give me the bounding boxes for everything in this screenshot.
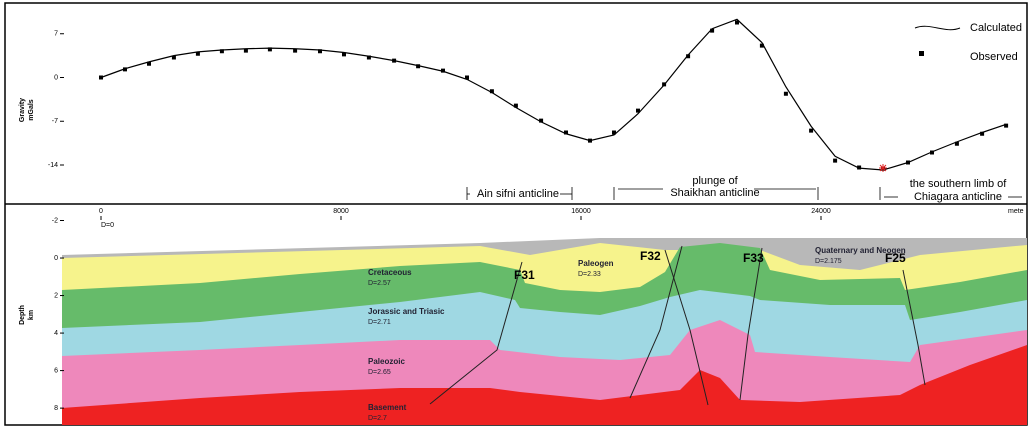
y-tick-label: 0 <box>54 255 58 262</box>
y-axis-label: mGals <box>28 99 35 121</box>
y-tick-label: -2 <box>52 217 58 224</box>
fault-label: F32 <box>640 249 661 263</box>
observed-point <box>906 160 910 165</box>
layer-name: Paleozoic <box>368 357 405 366</box>
observed-point <box>342 52 346 57</box>
observed-point <box>243 48 248 53</box>
y-tick-label: 6 <box>54 367 58 374</box>
y-axis-label: Depth <box>19 305 26 325</box>
layer-density: D=2.57 <box>368 280 391 287</box>
observed-point <box>171 55 176 60</box>
annotation: plunge of <box>692 175 738 187</box>
x-tick-label: 16000 <box>571 208 591 215</box>
observed-point <box>662 82 667 87</box>
observed-point <box>612 130 616 135</box>
observed-point <box>564 130 568 135</box>
layer-density: D=2.175 <box>815 258 842 265</box>
layer-basement <box>62 345 1027 425</box>
x-tick-label: 24000 <box>811 208 831 215</box>
selected-point-star <box>879 164 887 172</box>
y-tick-label: -7 <box>52 118 58 125</box>
observed-point <box>954 141 959 146</box>
layer-density: D=2.7 <box>368 415 387 422</box>
observed-point <box>318 49 322 54</box>
fault-label: F31 <box>514 268 535 282</box>
x-tick-label: 8000 <box>333 208 349 215</box>
cross-section <box>62 238 1027 425</box>
observed-point <box>686 54 691 59</box>
observed-point <box>1004 123 1009 128</box>
legend-marker <box>919 51 924 56</box>
observed-point <box>123 67 127 72</box>
legend-label: Calculated <box>970 22 1022 34</box>
y-axis-label: km <box>28 310 35 320</box>
observed-point <box>833 158 838 163</box>
y-tick-label: 4 <box>54 330 58 337</box>
annotation: Chiagara anticline <box>914 191 1002 203</box>
y-tick-label: -14 <box>48 162 58 169</box>
observed-point <box>539 118 544 123</box>
fault-label: F25 <box>885 251 906 265</box>
layer-name: Paleogen <box>578 259 614 268</box>
layer-density: D=2.33 <box>578 271 601 278</box>
observed-point <box>99 75 103 80</box>
observed-point <box>366 55 371 60</box>
observed-point <box>588 138 592 143</box>
observed-point <box>441 68 445 73</box>
observed-point <box>980 131 985 136</box>
layer-name: Basement <box>368 403 407 412</box>
observed-point <box>489 89 494 94</box>
fault-lines <box>429 245 926 406</box>
annotation: Shaikhan anticline <box>670 187 759 199</box>
layer-density: D=2.65 <box>368 369 391 376</box>
observed-point <box>710 28 715 33</box>
legend-label: Observed <box>970 51 1018 63</box>
observed-point <box>147 61 151 66</box>
observed-point <box>783 91 788 96</box>
observed-point <box>759 43 764 48</box>
y-axis-label: Gravity <box>19 98 26 122</box>
observed-point <box>930 150 934 155</box>
y-tick-label: 7 <box>54 31 58 38</box>
y-tick-label: 0 <box>54 74 58 81</box>
legend-line <box>914 25 961 31</box>
annotation: Ain sifni anticline <box>477 188 559 200</box>
observed-point <box>416 64 421 69</box>
layer-density: D=2.71 <box>368 319 391 326</box>
x-origin-label: D=0 <box>101 222 114 229</box>
observed-point <box>392 58 397 63</box>
observed-point <box>195 51 200 56</box>
observed-point <box>809 128 814 133</box>
observed-point <box>219 49 224 54</box>
y-tick-label: 8 <box>54 405 58 412</box>
annotation: the southern limb of <box>910 178 1008 190</box>
y-tick-label: 2 <box>54 292 58 299</box>
observed-point <box>293 48 298 53</box>
x-axis-label: mete <box>1008 208 1024 215</box>
calculated-line <box>100 18 1007 171</box>
annotation-brackets <box>466 187 1022 200</box>
observed-point <box>735 20 739 25</box>
observed-point <box>513 103 518 108</box>
fault-label: F33 <box>743 251 764 265</box>
x-tick-label: 0 <box>99 208 103 215</box>
observed-point <box>267 47 272 52</box>
layer-name: Quaternary and Neogen <box>815 246 906 255</box>
observed-point <box>636 108 640 113</box>
layer-name: Cretaceous <box>368 268 412 277</box>
observed-point <box>857 165 862 170</box>
observed-point <box>465 75 469 80</box>
layer-name: Jorassic and Triasic <box>368 307 445 316</box>
